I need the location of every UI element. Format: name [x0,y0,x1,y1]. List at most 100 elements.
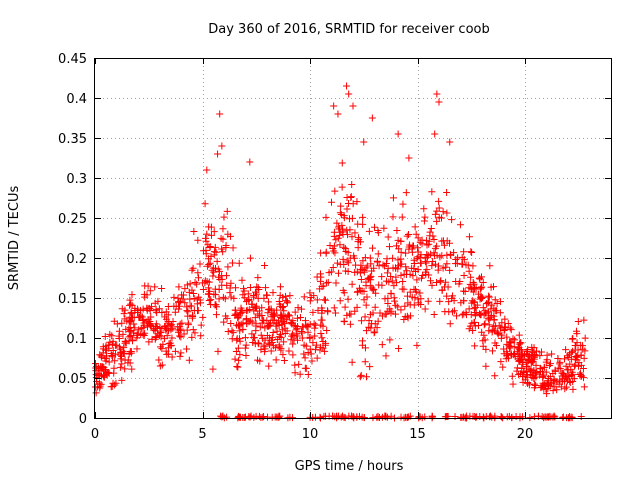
data-point [340,318,348,326]
data-point [263,331,271,339]
data-point [316,343,324,351]
data-point [211,285,219,293]
data-point [360,414,368,422]
data-point [259,413,267,421]
data-point [353,413,361,421]
data-point [295,360,303,368]
data-point [468,299,476,307]
data-point [363,373,371,381]
data-point [201,200,209,208]
data-point [241,413,249,421]
data-point [531,380,539,388]
data-point [291,361,299,369]
y-tick-label: 0.35 [58,132,87,147]
data-point [433,207,441,215]
data-point [125,325,133,333]
data-point [475,310,483,318]
data-point [392,310,400,318]
data-point [516,352,524,360]
y-tick-label: 0.45 [58,52,87,67]
data-point [99,363,107,371]
data-point [541,382,549,390]
data-point [538,348,546,356]
data-point [95,371,103,379]
data-point [151,283,159,291]
data-point [214,347,222,355]
data-point [569,385,577,393]
data-point [366,282,374,290]
data-point [120,344,128,352]
data-point [446,138,454,146]
data-point [430,311,438,319]
data-point [152,305,160,313]
data-point [257,331,265,339]
data-point [428,262,436,270]
data-point [414,244,422,252]
data-point [374,250,382,258]
data-point [499,414,507,422]
data-point [244,290,252,298]
data-point [190,307,198,315]
data-point [442,278,450,286]
data-point [158,285,166,293]
data-point [410,256,418,264]
data-point [581,334,589,342]
data-point [357,317,365,325]
data-point [203,166,211,174]
data-point [511,336,519,344]
data-point [353,303,361,311]
data-point [330,232,338,240]
data-point [328,198,336,206]
data-point [246,158,254,166]
data-point [190,290,198,298]
data-point [333,219,341,227]
data-point [190,295,198,303]
data-point [348,180,356,188]
data-point [513,364,521,372]
data-point [365,323,373,331]
data-point [445,298,453,306]
data-point [488,347,496,355]
data-point [381,310,389,318]
data-point [533,347,541,355]
data-point [484,299,492,307]
data-point [366,254,374,262]
data-point [482,362,490,370]
data-point [311,332,319,340]
data-point [369,244,377,252]
data-point [468,319,476,327]
data-point [381,262,389,270]
data-point [394,256,402,264]
data-point [332,279,340,287]
data-point [269,289,277,297]
data-point [530,353,538,361]
data-point [234,363,242,371]
data-point [348,280,356,288]
data-point [294,304,302,312]
y-tick-label: 0.4 [66,92,87,107]
data-point [509,380,517,388]
data-point [118,319,126,327]
data-point [293,332,301,340]
data-point [579,364,587,372]
data-point [576,371,584,379]
data-point [576,369,584,377]
data-point [281,330,289,338]
data-point [188,286,196,294]
data-point [524,379,532,387]
data-point [157,328,165,336]
data-point [420,205,428,213]
data-point [425,271,433,279]
data-point [120,310,128,318]
data-point [343,226,351,234]
data-point [414,266,422,274]
data-point [248,330,256,338]
data-point [267,347,275,355]
data-point [422,268,430,276]
y-tick-label: 0.25 [58,212,87,227]
data-point [266,341,274,349]
data-point [574,362,582,370]
data-point [316,270,324,278]
data-point [400,270,408,278]
data-point [580,383,588,391]
